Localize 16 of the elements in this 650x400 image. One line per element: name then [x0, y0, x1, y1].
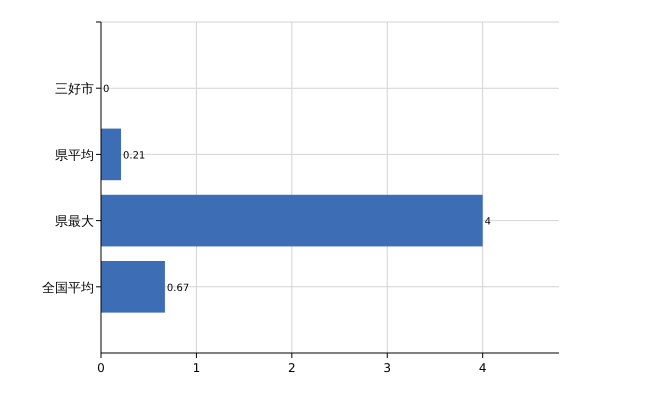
x-tick-label: 1 — [192, 361, 200, 375]
x-tick-label: 2 — [288, 361, 296, 375]
y-tick-label: 県最大 — [55, 214, 94, 230]
data-label: 4 — [484, 216, 492, 228]
data-label: 0 — [103, 84, 110, 96]
x-tick-label: 3 — [383, 361, 392, 375]
y-tick-label: 県平均 — [55, 148, 94, 164]
y-tick-label: 三好市 — [55, 82, 94, 98]
x-tick-label: 0 — [97, 361, 105, 375]
bar — [101, 128, 122, 180]
data-label: 0.67 — [166, 282, 190, 294]
x-tick-label: 4 — [478, 361, 486, 375]
data-label: 0.21 — [123, 150, 146, 162]
y-tick-label: 全国平均 — [42, 280, 94, 296]
bar — [101, 260, 165, 313]
bar — [101, 194, 483, 246]
